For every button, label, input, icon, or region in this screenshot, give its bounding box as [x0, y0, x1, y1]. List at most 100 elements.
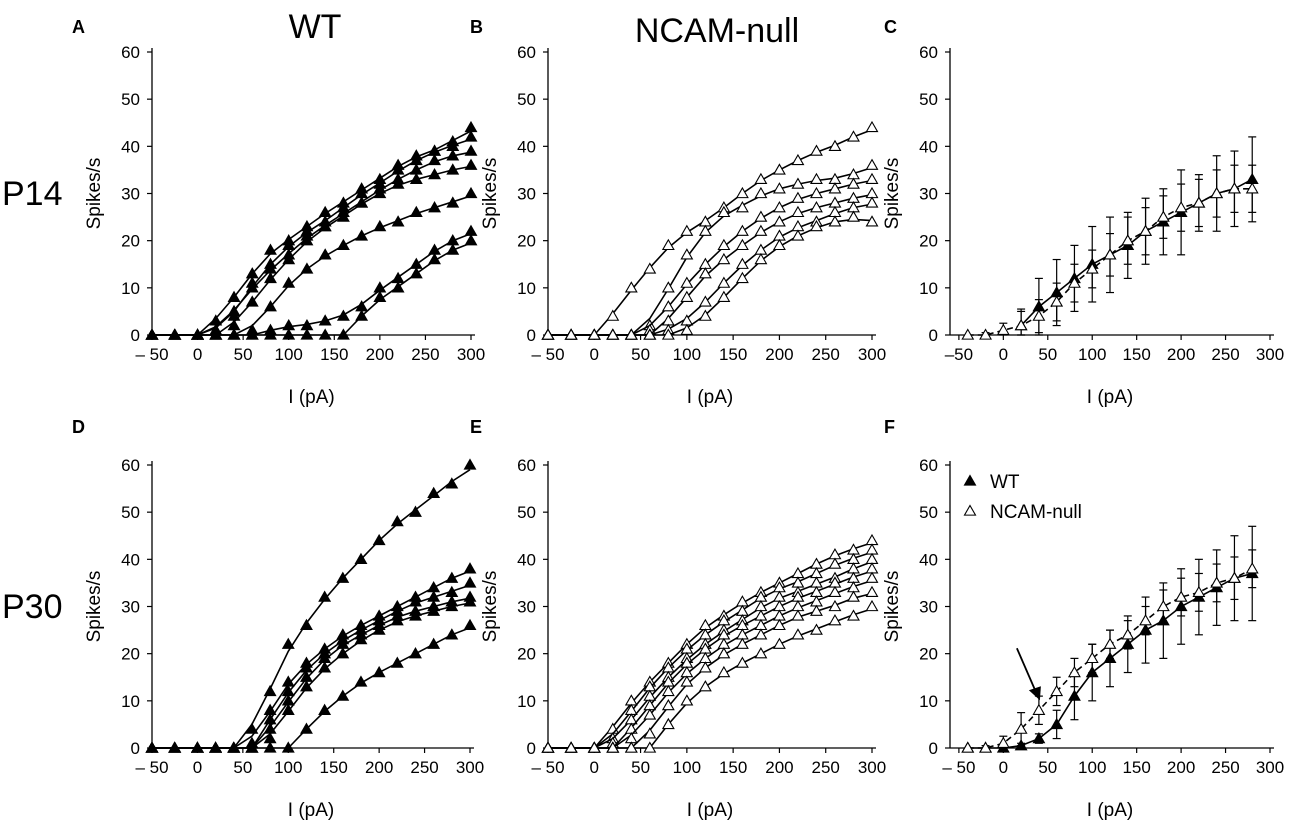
data-point: [281, 637, 295, 649]
fit-curve: [152, 138, 472, 336]
data-point: [245, 281, 259, 293]
data-point: [754, 252, 768, 265]
legend-item: NCAM-null: [963, 502, 1082, 523]
x-tick-label: 150: [320, 345, 348, 364]
data-point: [464, 158, 478, 170]
data-point: [373, 290, 387, 302]
data-point: [336, 238, 350, 251]
data-point: [464, 234, 478, 246]
data-point: [698, 267, 712, 279]
data-point: [735, 637, 749, 649]
x-tick-label: 200: [1167, 345, 1195, 364]
y-tick-label: 20: [121, 645, 140, 664]
data-point: [300, 722, 313, 734]
data-point: [643, 741, 657, 753]
y-tick-label: 60: [919, 456, 938, 475]
x-tick-label: 150: [1122, 758, 1150, 777]
data-point: [336, 328, 350, 340]
panel-letter: F: [884, 417, 895, 437]
fit-curve: [548, 193, 873, 336]
y-tick-label: 0: [527, 326, 536, 345]
y-tick-label: 30: [517, 185, 536, 204]
data-point: [772, 182, 786, 194]
data-point: [772, 637, 786, 649]
y-tick-label: 50: [919, 503, 938, 522]
arrow-shaft: [1016, 647, 1038, 695]
data-point: [1121, 234, 1135, 246]
data-point: [791, 566, 805, 579]
data-point: [735, 238, 749, 251]
y-axis-label: Spikes/s: [84, 571, 105, 643]
x-tick-label: 150: [1122, 345, 1150, 364]
data-point: [464, 130, 478, 142]
data-point: [735, 224, 749, 236]
data-point: [391, 281, 405, 293]
data-point: [979, 328, 993, 340]
data-point: [354, 552, 368, 565]
data-point: [754, 609, 768, 621]
x-tick-label: – 50: [135, 345, 168, 364]
data-point: [1050, 684, 1064, 697]
y-tick-label: 10: [919, 279, 938, 298]
data-point: [772, 201, 786, 213]
data-point: [865, 120, 879, 133]
row-labels: P14 P30: [2, 175, 63, 626]
data-point: [1210, 576, 1224, 588]
data-point: [754, 172, 768, 185]
series-1: [541, 533, 879, 753]
data-point: [717, 238, 731, 251]
data-point: [1050, 717, 1064, 730]
data-point: [865, 543, 879, 555]
series-1: [145, 120, 478, 340]
data-point: [865, 585, 879, 598]
x-tick-label: 50: [234, 345, 253, 364]
data-point: [828, 599, 842, 612]
legend-marker: [963, 474, 977, 486]
data-point: [772, 163, 786, 175]
y-axis-label: Spikes/s: [882, 571, 903, 643]
x-tick-label: –50: [945, 345, 973, 364]
y-tick-label: 50: [517, 90, 536, 109]
x-tick-label: 0: [999, 758, 1008, 777]
x-tick-label: 100: [673, 345, 701, 364]
data-point: [281, 703, 295, 715]
x-tick-label: 100: [1078, 758, 1106, 777]
data-point: [446, 243, 460, 255]
data-point: [409, 172, 423, 185]
data-point: [735, 628, 749, 640]
y-tick-label: 50: [121, 503, 140, 522]
data-point: [810, 623, 823, 635]
data-point: [318, 314, 332, 326]
fit-curve: [152, 151, 472, 336]
data-point: [754, 224, 768, 236]
data-point: [624, 328, 638, 340]
series-6: [145, 618, 477, 753]
data-point: [680, 694, 694, 706]
data-point: [791, 609, 805, 621]
y-axis-label: Spikes/s: [480, 571, 501, 643]
data-point: [698, 295, 712, 307]
data-point: [828, 215, 842, 227]
y-axis-label: Spikes/s: [480, 158, 501, 230]
data-point: [1174, 590, 1188, 602]
y-axis-label: Spikes/s: [882, 158, 903, 230]
data-point: [282, 328, 296, 340]
data-point: [391, 215, 405, 227]
column-labels: WT NCAM-null: [289, 8, 800, 50]
data-point: [1032, 309, 1046, 321]
panel-letter: C: [884, 17, 897, 37]
data-point: [735, 201, 749, 213]
data-point: [1139, 224, 1153, 236]
data-point: [791, 177, 805, 189]
data-point: [847, 590, 860, 602]
data-point: [427, 637, 441, 649]
data-point: [1121, 628, 1135, 640]
data-point: [1014, 722, 1028, 734]
data-point: [390, 514, 404, 527]
data-point: [717, 276, 731, 288]
data-point: [427, 581, 441, 593]
data-point: [791, 628, 805, 640]
